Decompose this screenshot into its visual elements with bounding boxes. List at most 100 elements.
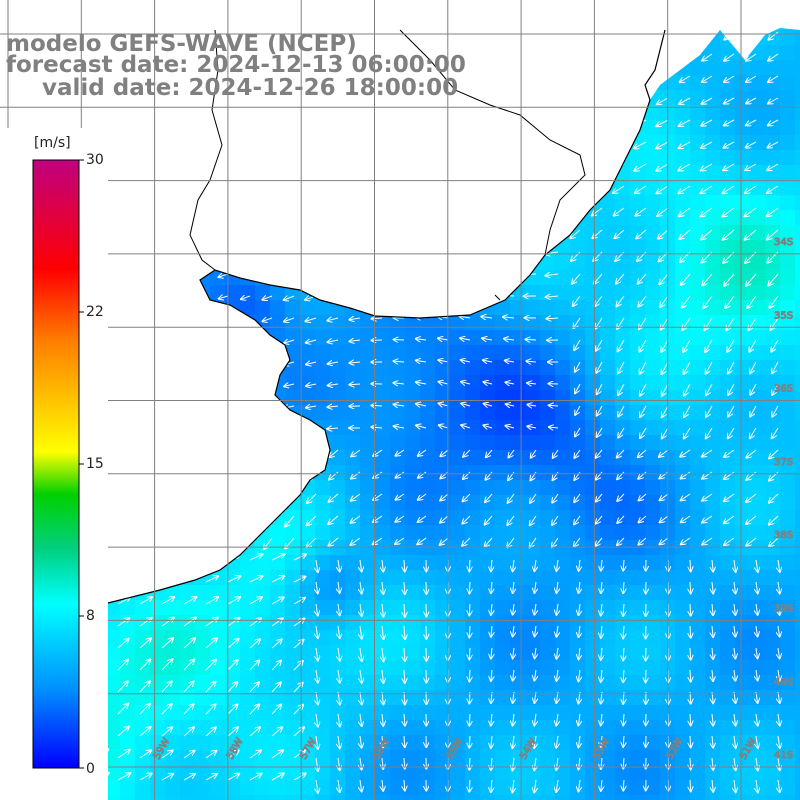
wind-arrow	[596, 515, 603, 524]
wind-arrow	[327, 229, 339, 234]
wind-arrow	[349, 362, 361, 363]
wind-arrow	[153, 10, 163, 15]
wind-arrow	[107, 425, 119, 429]
wind-arrow	[591, 119, 603, 126]
wind-arrow	[241, 318, 251, 321]
wind-arrow	[491, 603, 492, 615]
wind-arrow	[306, 362, 317, 365]
wind-arrow	[547, 142, 559, 146]
wind-arrow	[285, 163, 295, 170]
wind-arrow	[284, 384, 295, 386]
wind-arrow	[491, 735, 492, 748]
wind-arrow	[690, 603, 691, 616]
wind-arrow	[591, 97, 603, 104]
wind-arrow	[351, 515, 361, 523]
wind-arrow	[205, 576, 218, 583]
wind-arrow	[678, 163, 691, 171]
wind-arrow	[679, 97, 691, 104]
wind-arrow	[690, 757, 691, 769]
wind-arrow	[659, 449, 669, 457]
wind-arrow	[227, 774, 239, 781]
wind-arrow	[107, 186, 119, 187]
wind-arrow	[767, 163, 779, 170]
wind-arrow	[690, 581, 691, 593]
wind-arrow	[205, 774, 217, 781]
wind-arrow	[20, 120, 31, 123]
wind-arrow	[195, 119, 207, 125]
wind-arrow	[702, 515, 713, 523]
wind-arrow	[756, 735, 758, 748]
wind-arrow	[161, 638, 173, 649]
wind-arrow	[701, 119, 713, 126]
wind-arrow	[293, 598, 305, 605]
wind-arrow	[734, 757, 736, 770]
wind-arrow	[682, 295, 691, 308]
wind-arrow	[183, 774, 195, 781]
wind-arrow	[597, 383, 603, 394]
wind-arrow	[328, 537, 339, 546]
wind-arrow	[161, 555, 173, 561]
wind-arrow	[657, 97, 669, 104]
wind-arrow	[734, 581, 736, 593]
wind-arrow	[262, 384, 273, 387]
wind-arrow	[660, 10, 668, 17]
wind-arrow	[734, 559, 736, 572]
wind-arrow	[460, 316, 471, 318]
wind-arrow	[503, 98, 515, 101]
wind-arrow	[351, 471, 361, 479]
wind-arrow	[460, 338, 471, 340]
wind-arrow	[265, 449, 273, 459]
wind-arrow	[338, 713, 340, 726]
wind-arrow	[195, 318, 207, 320]
wind-arrow	[351, 493, 361, 501]
wind-arrow	[748, 317, 757, 330]
wind-arrow	[328, 362, 339, 364]
wind-arrow	[512, 735, 514, 748]
wind-arrow	[569, 163, 581, 170]
wind-arrow	[462, 537, 471, 546]
wind-arrow	[436, 164, 449, 165]
wind-arrow	[360, 625, 362, 639]
wind-arrow	[639, 339, 647, 352]
wind-arrow	[570, 207, 581, 215]
wind-arrow	[128, 164, 141, 166]
wind-arrow	[129, 295, 141, 296]
wind-arrow	[461, 382, 471, 384]
wind-arrow	[769, 449, 779, 458]
wind-arrow	[439, 382, 449, 384]
wind-arrow	[150, 383, 163, 384]
wind-arrow	[531, 449, 537, 458]
wind-arrow	[360, 581, 362, 593]
wind-arrow	[150, 120, 163, 124]
wind-arrow	[657, 207, 669, 216]
wind-arrow	[205, 727, 216, 737]
wind-arrow	[205, 618, 218, 627]
wind-arrow	[638, 449, 647, 457]
wind-arrow	[139, 727, 151, 737]
wind-arrow	[778, 625, 780, 637]
wind-arrow	[482, 338, 493, 340]
wind-arrow	[535, 625, 537, 636]
wind-arrow	[218, 185, 229, 191]
wind-arrow	[513, 559, 515, 571]
wind-arrow	[681, 273, 691, 285]
wind-arrow	[249, 774, 262, 781]
wind-arrow	[530, 537, 537, 548]
wind-arrow	[196, 230, 207, 233]
wind-arrow	[756, 757, 758, 770]
wind-arrow	[723, 163, 735, 170]
wind-arrow	[173, 186, 185, 189]
wind-arrow	[128, 142, 141, 144]
wind-arrow	[349, 186, 361, 190]
wind-arrow	[684, 361, 691, 374]
wind-arrow	[706, 361, 713, 374]
wind-arrow	[684, 427, 691, 439]
wind-arrow	[502, 208, 515, 209]
wind-arrow	[371, 208, 383, 211]
wind-arrow	[328, 384, 339, 386]
wind-arrow	[723, 229, 735, 240]
wind-arrow	[151, 230, 163, 231]
wind-arrow	[502, 186, 515, 187]
wind-arrow	[108, 471, 119, 479]
wind-arrow	[769, 295, 779, 308]
